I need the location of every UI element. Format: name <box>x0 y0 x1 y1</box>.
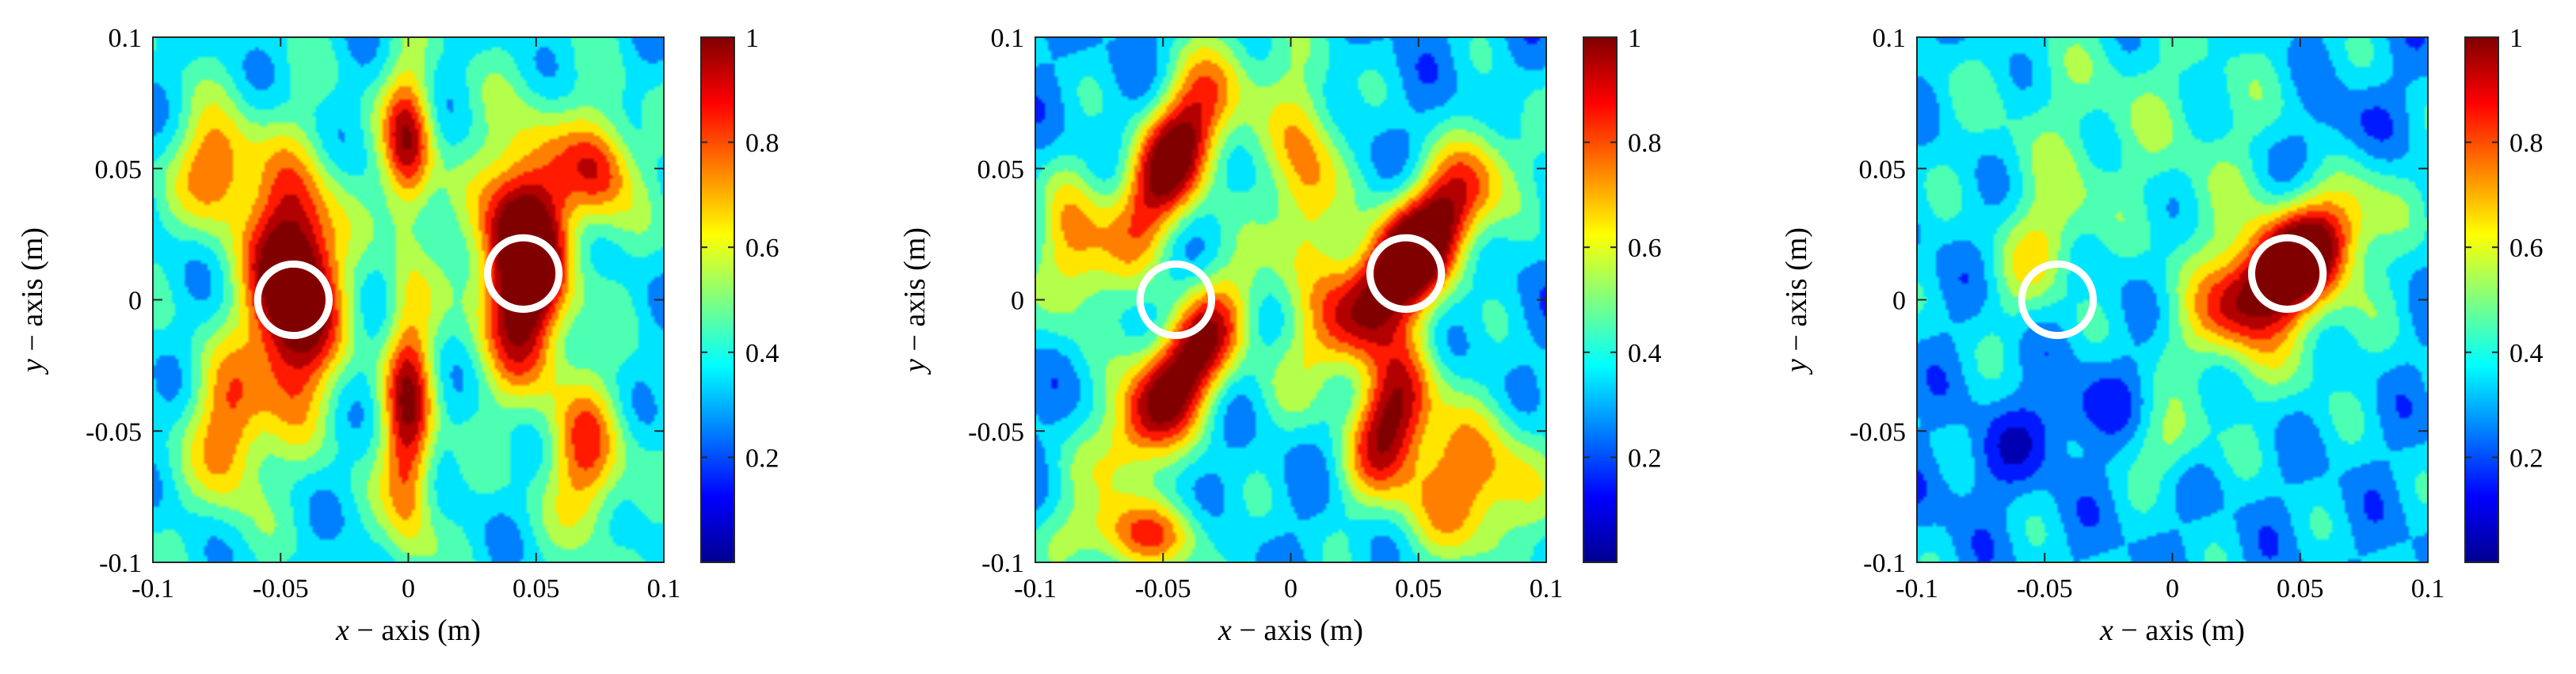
colorbar-tick-label: 1 <box>745 24 759 53</box>
x-tick-label: 0 <box>1284 574 1298 604</box>
y-tick-label: -0.1 <box>1863 549 1906 578</box>
target-marker-1 <box>2018 260 2098 340</box>
x-tick-label: 0.05 <box>513 574 560 604</box>
x-tick-label: 0.05 <box>2277 574 2324 604</box>
panel-2: -0.1 -0.05 0 0.05 0.1 -0.1 -0.05 0 0.05 0.1 x − ax… <box>898 24 1662 647</box>
colorbar-tick-label: 0.6 <box>1628 234 1662 263</box>
y-axis-label: y − axis (m) <box>898 227 932 375</box>
x-axis-label: x − axis (m) <box>2099 614 2245 647</box>
target-marker-1 <box>253 260 333 340</box>
x-tick-label: -0.1 <box>131 574 174 604</box>
colorbar-tick-label: 0.8 <box>1628 129 1662 158</box>
y-tick-label: -0.05 <box>968 417 1024 447</box>
x-tick-label: -0.1 <box>1014 574 1057 604</box>
colorbar-tick-label: 0.4 <box>2509 339 2544 368</box>
y-tick-label: -0.05 <box>1850 417 1906 447</box>
target-marker-1 <box>1136 260 1216 340</box>
target-marker-2 <box>1366 234 1446 314</box>
colorbar-tick-label: 0.6 <box>2509 234 2544 263</box>
colorbar-tick-label: 0.2 <box>2509 444 2544 473</box>
panel-1: -0.1 -0.05 0 0.05 0.1 -0.1 -0.05 0 0.05 0.1 x − ax… <box>16 24 779 647</box>
colorbar-tick-label: 0.8 <box>745 129 779 158</box>
y-tick-label: 0.1 <box>109 24 143 53</box>
colorbar <box>1583 36 1618 563</box>
y-tick-label: -0.05 <box>86 417 142 447</box>
y-tick-label: -0.1 <box>981 549 1024 578</box>
x-tick-label: -0.05 <box>1135 574 1191 604</box>
colorbar-tick-label: 0.6 <box>745 234 779 263</box>
colorbar-tick-label: 0.4 <box>1628 339 1662 368</box>
y-tick-label: 0 <box>1011 287 1024 316</box>
x-tick-label: 0.1 <box>647 574 681 604</box>
colorbar-tick-label: 0.2 <box>745 444 779 473</box>
x-tick-label: 0.1 <box>1530 574 1564 604</box>
colorbar-tick-label: 0.4 <box>745 339 779 368</box>
x-tick-label: -0.05 <box>2017 574 2073 604</box>
target-marker-2 <box>2247 234 2327 314</box>
x-tick-label: 0 <box>402 574 415 604</box>
y-tick-label: 0.05 <box>1859 155 1907 185</box>
y-tick-label: 0.1 <box>1873 24 1907 53</box>
x-tick-label: -0.1 <box>1896 574 1938 604</box>
heatmap-field-3 <box>1917 37 2428 562</box>
heatmap-field-1 <box>153 37 664 562</box>
panels: -0.1 -0.05 0 0.05 0.1 -0.1 -0.05 0 0.05 0.1 x − ax… <box>16 24 2544 647</box>
colorbar <box>2464 36 2499 563</box>
colorbar <box>700 36 735 563</box>
y-tick-label: 0 <box>128 287 142 316</box>
y-axis-label: y − axis (m) <box>16 227 49 375</box>
heatmap-field-2 <box>1035 37 1546 562</box>
x-axis-label: x − axis (m) <box>335 614 481 647</box>
colorbar-tick-label: 1 <box>2509 24 2523 53</box>
colorbar-tick-label: 0.8 <box>2509 129 2544 158</box>
y-tick-label: 0.1 <box>991 24 1025 53</box>
y-tick-label: -0.1 <box>99 549 142 578</box>
y-tick-label: 0.05 <box>95 155 143 185</box>
y-tick-label: 0 <box>1892 287 1906 316</box>
target-marker-2 <box>483 234 563 314</box>
x-tick-label: 0.05 <box>1395 574 1442 604</box>
y-tick-label: 0.05 <box>977 155 1025 185</box>
x-tick-label: 0.1 <box>2411 574 2445 604</box>
panel-3: -0.1 -0.05 0 0.05 0.1 -0.1 -0.05 0 0.05 0.1 x − ax… <box>1780 24 2544 647</box>
x-tick-label: 0 <box>2166 574 2179 604</box>
x-tick-label: -0.05 <box>253 574 309 604</box>
x-axis-label: x − axis (m) <box>1218 614 1363 647</box>
colorbar-tick-label: 1 <box>1628 24 1641 53</box>
colorbar-tick-label: 0.2 <box>1628 444 1662 473</box>
y-axis-label: y − axis (m) <box>1780 227 1813 375</box>
